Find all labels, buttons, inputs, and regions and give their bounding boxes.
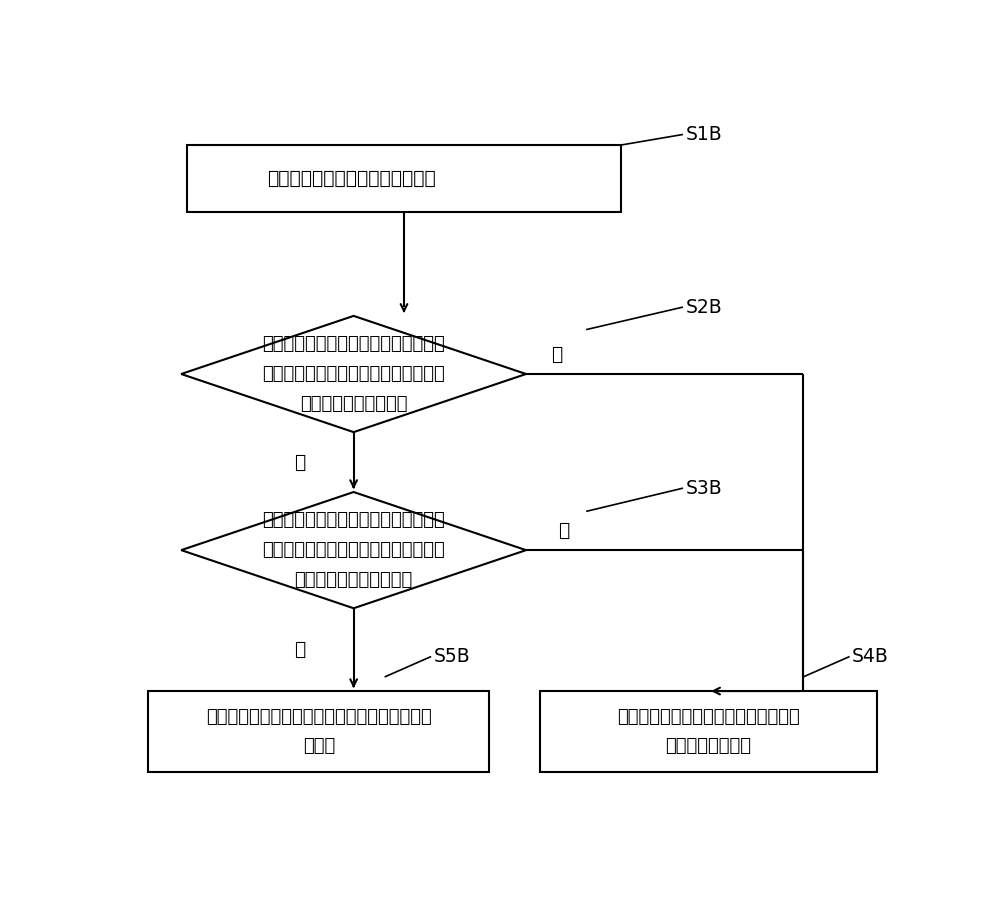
Text: 是: 是 [294,640,305,659]
Text: 确认充电电池的放电电路不正常，并结: 确认充电电池的放电电路不正常，并结 [617,708,800,727]
Text: 是: 是 [551,345,563,364]
Text: 压是否高于第一预设值: 压是否高于第一预设值 [300,395,407,414]
Text: S2B: S2B [685,297,722,317]
Text: 路，确认充电装置的输出端口的输出电: 路，确认充电装置的输出端口的输出电 [262,365,445,383]
Text: 否: 否 [558,521,569,540]
Bar [148,691,489,772]
Text: 束第二检测模式；: 束第二检测模式； [665,737,751,755]
Text: 路，确认充电装置的输出端口的输出电: 路，确认充电装置的输出端口的输出电 [262,541,445,559]
Bar [187,145,621,212]
Text: 关闭与接入仓位对应的充电装置；: 关闭与接入仓位对应的充电装置； [268,169,436,188]
Text: S5B: S5B [433,647,470,666]
Text: 生成第四指令以开启充电电池的放电电: 生成第四指令以开启充电电池的放电电 [262,511,445,529]
Bar [540,691,877,772]
Polygon shape [181,492,526,608]
Text: 否: 否 [294,453,305,471]
Text: 生成第二指令以关闭充电电池的放电电: 生成第二指令以关闭充电电池的放电电 [262,335,445,352]
Text: 模式。: 模式。 [303,737,335,755]
Text: S3B: S3B [685,479,722,498]
Text: 确认充电电池的放电电路正常，并结束第二检测: 确认充电电池的放电电路正常，并结束第二检测 [206,708,432,727]
Text: S1B: S1B [685,125,722,144]
Text: S4B: S4B [852,647,889,666]
Polygon shape [181,316,526,432]
Text: 压是否高于第二预设值。: 压是否高于第二预设值。 [294,572,413,589]
